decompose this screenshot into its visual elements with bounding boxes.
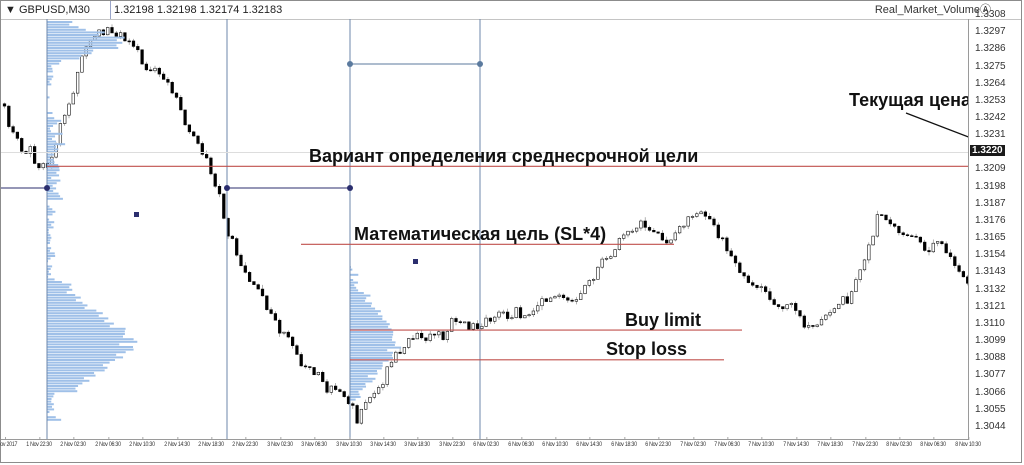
svg-text:Текущая цена: Текущая цена: [849, 90, 969, 110]
svg-text:Вариант определения среднесроч: Вариант определения среднесрочной цели: [309, 146, 698, 166]
svg-text:Математическая цель (SL*4): Математическая цель (SL*4): [354, 224, 606, 244]
svg-text:Buy limit: Buy limit: [625, 310, 701, 330]
svg-text:Stop loss: Stop loss: [606, 339, 687, 359]
